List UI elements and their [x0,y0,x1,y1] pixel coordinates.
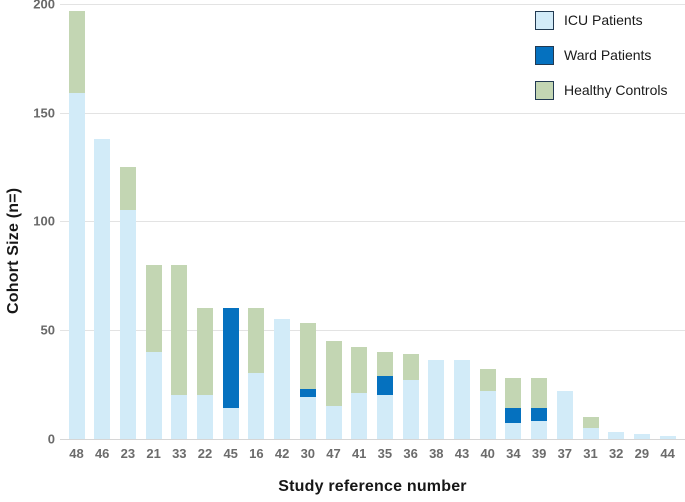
x-tick-label-33: 33 [172,446,187,461]
bar-30-segment-ward-patients [299,388,316,398]
legend-label-icu: ICU Patients [564,12,643,28]
bar-41-segment-icu-patients [351,392,368,439]
bar-39-segment-healthy-controls [531,377,548,409]
bar-22-segment-healthy-controls [197,308,213,396]
bar-40-segment-healthy-controls [479,369,496,391]
bar-42-segment-icu-patients [274,319,291,439]
bar-36-segment-healthy-controls [402,353,419,380]
bar-16-segment-healthy-controls [248,308,265,374]
bar-41-segment-healthy-controls [351,347,368,393]
bar-36-segment-icu-patients [402,379,419,439]
bar-43-segment-icu-patients [454,360,470,439]
legend-item-icu: ICU Patients [535,10,668,30]
legend-swatch-icu [535,10,554,30]
bar-32-segment-icu-patients [608,431,625,439]
bar-23-segment-icu-patients [119,210,136,439]
y-tick-label-150: 150 [33,105,55,121]
x-tick-label-21: 21 [146,446,161,461]
bar-16-segment-icu-patients [248,373,265,439]
y-axis-title: Cohort Size (n=) [5,187,22,315]
x-tick-label-44: 44 [660,446,675,461]
x-tick-label-35: 35 [377,446,393,461]
bar-37-segment-icu-patients [556,390,573,439]
bar-35-segment-healthy-controls [376,351,393,376]
gridline-y-50 [60,329,685,331]
y-tick-label-100: 100 [33,213,55,229]
x-tick-label-42: 42 [274,446,290,461]
legend-label-ward: Ward Patients [564,47,652,63]
bar-34-segment-healthy-controls [505,377,522,409]
x-tick-label-32: 32 [608,446,624,461]
x-tick-label-46: 46 [94,446,110,461]
legend-swatch-ward [535,45,554,65]
bar-30-segment-healthy-controls [299,323,316,389]
x-tick-label-16: 16 [249,446,264,461]
x-tick-label-38: 38 [429,446,444,461]
bar-35-segment-icu-patients [376,395,393,439]
x-tick-label-30: 30 [300,446,316,461]
gridline-y-100 [60,221,685,223]
x-tick-label-29: 29 [634,446,650,461]
y-tick-label-200: 200 [33,0,55,12]
x-tick-label-43: 43 [454,446,470,461]
bar-29-segment-icu-patients [633,434,650,439]
bar-22-segment-icu-patients [197,395,213,439]
bar-47-segment-icu-patients [325,405,342,439]
x-axis-title: Study reference number [278,478,467,495]
bar-40-segment-icu-patients [479,390,496,439]
bar-48-segment-icu-patients [68,93,85,439]
bar-45-segment-ward-patients [222,308,239,409]
bar-34-segment-ward-patients [505,408,522,424]
x-tick-label-41: 41 [351,446,367,461]
bar-31-segment-healthy-controls [582,416,599,428]
x-tick-label-31: 31 [583,446,598,461]
x-tick-label-23: 23 [120,446,136,461]
bar-47-segment-healthy-controls [325,340,342,406]
bar-38-segment-icu-patients [428,360,445,439]
bar-31-segment-icu-patients [582,427,599,439]
x-tick-label-37: 37 [557,446,573,461]
gridline-y-0 [60,438,685,440]
legend-label-healthy: Healthy Controls [564,82,668,98]
bar-44-segment-icu-patients [659,436,676,439]
legend-swatch-healthy [535,80,554,100]
y-tick-label-0: 0 [47,431,55,446]
bar-30-segment-icu-patients [299,397,316,439]
y-tick-label-50: 50 [40,322,55,338]
x-tick-label-36: 36 [403,446,418,461]
x-tick-label-34: 34 [506,446,521,461]
bar-33-segment-healthy-controls [171,264,188,396]
bar-39-segment-icu-patients [531,421,548,439]
gridline-y-200 [60,4,685,5]
gridline-y-150 [60,112,685,114]
legend-item-ward: Ward Patients [535,45,668,65]
bar-45-segment-icu-patients [222,408,239,439]
x-tick-label-39: 39 [531,446,547,461]
x-tick-label-47: 47 [326,446,341,461]
x-axis-tick-row: 48 46 23 21 33 22 45 16 42 30 47 41 35 36 38 43 40 34 39 37… [60,446,685,464]
x-tick-label-40: 40 [480,446,495,461]
bar-21-segment-healthy-controls [145,264,162,352]
bar-23-segment-healthy-controls [119,166,136,211]
plot-area: 0 50 100 150 200 [33,0,685,446]
bar-39-segment-ward-patients [531,408,548,422]
legend-item-healthy: Healthy Controls [535,80,668,100]
bar-46-segment-icu-patients [94,138,111,439]
x-tick-label-22: 22 [197,446,213,461]
legend: ICU Patients Ward Patients Healthy Control… [535,10,668,115]
x-tick-label-48: 48 [69,446,84,461]
bar-33-segment-icu-patients [171,395,188,439]
bar-21-segment-icu-patients [145,351,162,439]
bar-34-segment-icu-patients [505,423,522,439]
bar-48-segment-healthy-controls [68,10,85,94]
bar-35-segment-ward-patients [376,375,393,396]
x-tick-label-45: 45 [223,446,238,461]
